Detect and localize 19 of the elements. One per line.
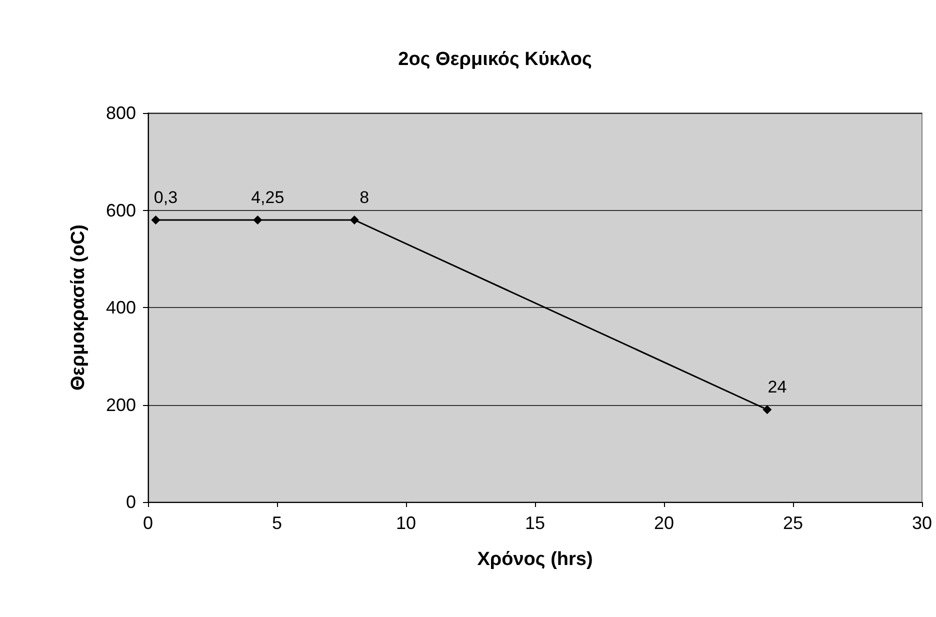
- x-tick-label: 5: [272, 513, 282, 533]
- annotation: 24: [768, 378, 787, 397]
- x-tick-label: 25: [782, 513, 804, 533]
- annotation: 8: [360, 188, 370, 207]
- x-axis-title: Χρόνος (hrs): [477, 549, 593, 570]
- x-tick-label: 30: [912, 513, 932, 533]
- y-tick-label: 0: [126, 492, 136, 512]
- y-tick-label: 600: [106, 200, 136, 220]
- chart-title: 2ος Θερμικός Κύκλος: [398, 49, 592, 70]
- x-tick-label: 0: [142, 513, 154, 533]
- y-tick-label: 200: [106, 394, 136, 415]
- x-tick-label: 15: [524, 513, 546, 533]
- x-tick-label: 20: [654, 513, 674, 533]
- y-axis-title: Θερμοκρασία (oC): [68, 224, 89, 391]
- y-tick-label: 400: [106, 298, 136, 318]
- annotation: 4,25: [251, 188, 284, 207]
- annotation: 0,3: [154, 188, 178, 207]
- x-tick-label: 10: [396, 513, 416, 533]
- y-tick-label: 800: [106, 103, 136, 123]
